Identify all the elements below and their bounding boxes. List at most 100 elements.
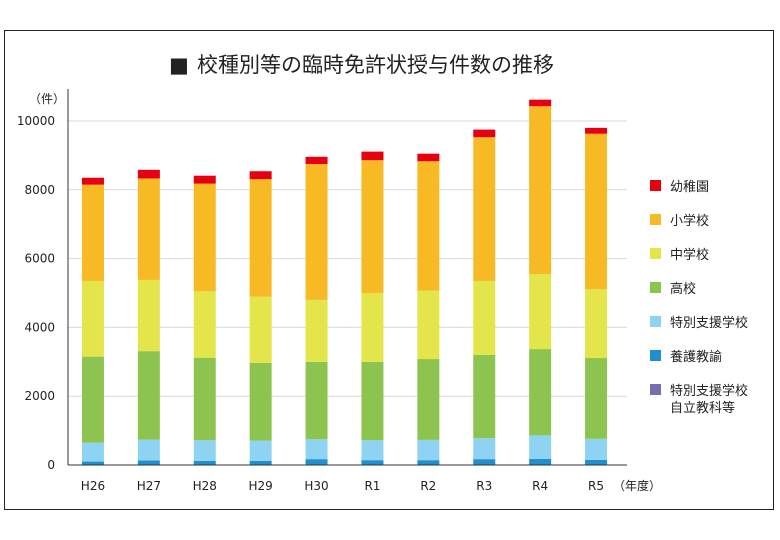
y-tick-label: 10000 bbox=[17, 114, 55, 128]
bar-segment bbox=[305, 164, 328, 300]
bar-segment bbox=[361, 293, 384, 362]
bar-segment bbox=[137, 460, 160, 465]
bar-segment bbox=[529, 99, 552, 107]
legend-item: 幼稚園 bbox=[650, 180, 709, 195]
legend-label: 特別支援学校 bbox=[670, 315, 748, 331]
x-tick-label: H28 bbox=[193, 479, 217, 493]
bar-segment bbox=[417, 460, 440, 465]
bar-segment bbox=[529, 458, 552, 465]
bar-segment bbox=[137, 351, 160, 440]
bar-segment bbox=[193, 291, 216, 358]
bar-segment bbox=[529, 435, 552, 459]
bar-segment bbox=[81, 184, 104, 281]
x-tick-label: H27 bbox=[137, 479, 161, 493]
bar-segment bbox=[193, 440, 216, 461]
bars bbox=[81, 99, 608, 465]
legend-swatch bbox=[650, 282, 661, 293]
legend-item: 養護教諭 bbox=[650, 349, 722, 365]
legend-swatch bbox=[650, 214, 661, 225]
y-tick-label: 4000 bbox=[24, 320, 55, 334]
y-axis-ticks: 0 2000 4000 6000 8000 10000 bbox=[17, 114, 55, 472]
bar-segment bbox=[473, 438, 496, 460]
bar-segment bbox=[137, 279, 160, 352]
x-tick-label: H30 bbox=[304, 479, 328, 493]
bar-segment bbox=[305, 459, 328, 465]
stacked-bar-chart: ■ 校種別等の臨時免許状授与件数の推移 （件） （年度） 0 2000 4000 60… bbox=[17, 53, 748, 493]
legend-label: 高校 bbox=[670, 281, 696, 297]
legend-swatch bbox=[650, 316, 661, 327]
legend-swatch bbox=[650, 248, 661, 259]
chart-title: ■ 校種別等の臨時免許状授与件数の推移 bbox=[169, 53, 554, 77]
legend-label: 特別支援学校 bbox=[670, 383, 748, 399]
legend-swatch bbox=[650, 350, 661, 361]
bar-segment bbox=[417, 439, 440, 461]
bar-segment bbox=[81, 177, 104, 185]
bar-segment bbox=[193, 460, 216, 465]
bar-segment bbox=[81, 442, 104, 462]
bar-segment bbox=[417, 359, 440, 440]
bar-segment bbox=[81, 356, 104, 443]
bar-segment bbox=[305, 156, 328, 164]
bar-segment bbox=[529, 349, 552, 436]
x-axis-ticks: H26 H27 H28 H29 H30 R1 R2 R3 R4 R5 bbox=[81, 479, 604, 493]
bar-segment bbox=[585, 438, 608, 460]
x-tick-label: R5 bbox=[588, 479, 604, 493]
bar-segment bbox=[305, 361, 328, 440]
x-tick-label: R3 bbox=[476, 479, 492, 493]
legend-label: 小学校 bbox=[670, 213, 709, 229]
bar-segment bbox=[417, 290, 440, 360]
legend-item: 高校 bbox=[650, 281, 696, 297]
bar-segment bbox=[585, 358, 608, 439]
legend-swatch bbox=[650, 384, 661, 395]
legend-item: 小学校 bbox=[650, 213, 709, 229]
bar-segment bbox=[361, 151, 384, 161]
legend-item: 中学校 bbox=[650, 247, 709, 263]
y-tick-label: 8000 bbox=[24, 183, 55, 197]
bar-segment bbox=[81, 280, 104, 357]
legend-swatch bbox=[650, 180, 661, 191]
bar-segment bbox=[361, 460, 384, 465]
bar-segment bbox=[81, 461, 104, 465]
bar-segment bbox=[473, 137, 496, 281]
bar-segment bbox=[361, 440, 384, 461]
bar-segment bbox=[305, 299, 328, 362]
bar-segment bbox=[417, 161, 440, 291]
y-tick-label: 6000 bbox=[24, 252, 55, 266]
x-tick-label: H29 bbox=[249, 479, 273, 493]
legend-label: 自立教科等 bbox=[670, 400, 735, 416]
bar-segment bbox=[137, 178, 160, 280]
bar-segment bbox=[585, 133, 608, 290]
bar-segment bbox=[249, 179, 272, 297]
bar-segment bbox=[193, 357, 216, 441]
bar-segment bbox=[585, 459, 608, 465]
bar-segment bbox=[249, 296, 272, 363]
bar-segment bbox=[585, 127, 608, 134]
bar-segment bbox=[137, 169, 160, 179]
chart-frame: ■ 校種別等の臨時免許状授与件数の推移 （件） （年度） 0 2000 4000 60… bbox=[4, 30, 774, 510]
bar-segment bbox=[249, 440, 272, 461]
legend-item: 特別支援学校 bbox=[650, 315, 748, 331]
bar-segment bbox=[249, 362, 272, 441]
chart-title-text: 校種別等の臨時免許状授与件数の推移 bbox=[197, 53, 554, 77]
y-tick-label: 2000 bbox=[24, 389, 55, 403]
bar-segment bbox=[473, 129, 496, 138]
title-marker: ■ bbox=[169, 53, 189, 77]
bar-segment bbox=[193, 175, 216, 184]
bar-segment bbox=[473, 459, 496, 465]
x-tick-label: R4 bbox=[532, 479, 548, 493]
bar-segment bbox=[585, 289, 608, 359]
bar-segment bbox=[529, 274, 552, 350]
y-axis-unit-label: （件） bbox=[29, 92, 65, 106]
bar-segment bbox=[193, 183, 216, 292]
bar-segment bbox=[137, 439, 160, 461]
bar-segment bbox=[473, 280, 496, 355]
x-tick-label: R1 bbox=[364, 479, 380, 493]
x-axis-unit-label: （年度） bbox=[613, 478, 661, 493]
bar-segment bbox=[361, 361, 384, 441]
x-tick-label: R2 bbox=[420, 479, 436, 493]
bar-segment bbox=[361, 160, 384, 293]
legend-label: 幼稚園 bbox=[670, 180, 709, 195]
y-tick-label: 0 bbox=[47, 458, 55, 472]
